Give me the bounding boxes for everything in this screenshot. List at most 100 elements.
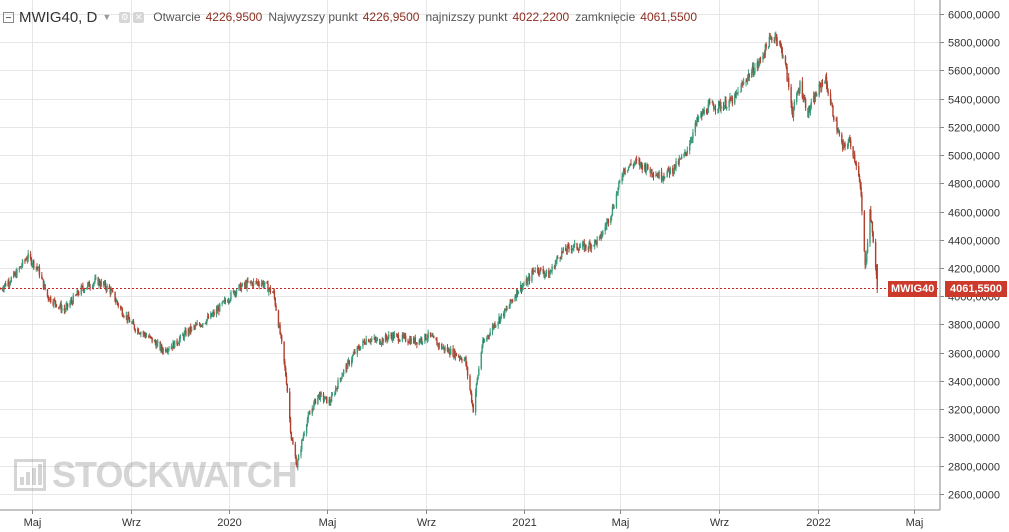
candle-body — [793, 101, 796, 110]
candle-body — [128, 315, 130, 320]
candle-body — [285, 367, 287, 376]
low-label: najnizszy punkt — [425, 10, 508, 24]
candle-body — [260, 282, 263, 286]
candle-body — [827, 91, 829, 94]
candle-body — [190, 326, 192, 332]
candle-body — [528, 276, 530, 280]
candle-body — [542, 268, 544, 273]
candle-body — [853, 154, 855, 157]
candle-body — [729, 97, 731, 101]
candle-body — [660, 171, 663, 180]
candle-body — [550, 270, 552, 273]
candle-body — [487, 335, 490, 337]
candle-body — [199, 324, 202, 327]
symbol-name[interactable]: MWIG40, D — [19, 8, 98, 26]
candle-body — [229, 299, 231, 302]
candle-body — [212, 312, 214, 315]
candle-body — [325, 396, 327, 398]
candle-body — [537, 267, 540, 273]
candle-body — [297, 460, 299, 468]
candle-body — [64, 310, 66, 311]
candle-body — [588, 242, 590, 249]
candle-body — [820, 84, 822, 89]
candle-body — [703, 109, 705, 114]
candle-body — [228, 300, 231, 302]
candle-body — [179, 335, 181, 339]
candle-body — [814, 93, 816, 102]
candle-body — [723, 105, 726, 110]
candle-body — [380, 343, 383, 345]
collapse-icon[interactable] — [3, 11, 14, 23]
candle-body — [121, 309, 124, 316]
candle-body — [370, 339, 372, 342]
candle-body — [115, 301, 117, 302]
candle-body — [600, 234, 602, 238]
candle-body — [354, 351, 356, 354]
candle-body — [658, 171, 660, 178]
candle-body — [404, 335, 407, 342]
candle-body — [103, 282, 106, 285]
candle-body — [329, 399, 331, 404]
candle-body — [137, 329, 140, 334]
candle-body — [20, 266, 22, 268]
candle-body — [567, 245, 569, 247]
candle-body — [105, 287, 107, 291]
candle-body — [218, 307, 220, 312]
settings-icon[interactable]: ⚙ — [119, 11, 131, 23]
candle-body — [15, 272, 17, 278]
chevron-down-icon[interactable]: ▼ — [102, 12, 112, 22]
candle-body — [184, 330, 186, 333]
candle-body — [206, 316, 209, 320]
candle-body — [235, 290, 238, 295]
candle-body — [801, 81, 804, 98]
candle-body — [387, 337, 389, 340]
candle-body — [577, 249, 580, 251]
candle-body — [216, 308, 218, 311]
candle-body — [835, 120, 837, 121]
candle-body — [82, 286, 84, 289]
candle-body — [562, 247, 565, 252]
candle-body — [162, 348, 165, 353]
candle-body — [108, 285, 111, 289]
candle-body — [595, 240, 598, 245]
candle-body — [48, 299, 50, 301]
candle-body — [680, 158, 682, 160]
candle-body — [116, 300, 119, 304]
candle-body — [305, 424, 308, 434]
candle-body — [722, 106, 725, 110]
candle-body — [309, 413, 311, 415]
candle-body — [330, 395, 333, 402]
candle-body — [256, 282, 259, 283]
candle-body — [250, 281, 252, 283]
time-axis[interactable]: Maj Wrz 2020 Maj Wrz 2021 Maj Wrz 2022 Maj — [0, 509, 940, 529]
candle-body — [87, 283, 89, 288]
candle-body — [256, 281, 258, 283]
candle-body — [111, 290, 114, 292]
candle-body — [657, 174, 660, 178]
candle-body — [463, 359, 466, 361]
price-axis[interactable]: 2600,0000 2800,0000 3000,0000 3200,0000 3400… — [939, 0, 1000, 510]
candle-body — [787, 78, 789, 81]
candle-body — [678, 158, 680, 164]
candle-body — [769, 36, 771, 39]
candle-body — [556, 257, 558, 261]
candle-body — [424, 333, 426, 342]
candle-body — [319, 393, 322, 400]
y-tick-label: 3000,0000 — [948, 433, 1000, 445]
candle-body — [641, 164, 643, 170]
candle-body — [598, 236, 601, 239]
candle-body — [587, 248, 590, 250]
candle-body — [36, 266, 38, 268]
candle-body — [154, 340, 157, 344]
close-icon[interactable]: ✕ — [133, 11, 145, 23]
candle-body — [590, 245, 593, 249]
candle-body — [421, 338, 423, 342]
candle-body — [75, 294, 78, 296]
candle-body — [802, 97, 804, 100]
candle-body — [730, 97, 733, 101]
candle-body — [80, 285, 82, 295]
candle-body — [87, 281, 90, 284]
candle-body — [222, 300, 224, 303]
candle-body — [634, 162, 636, 164]
candle-body — [763, 54, 765, 57]
